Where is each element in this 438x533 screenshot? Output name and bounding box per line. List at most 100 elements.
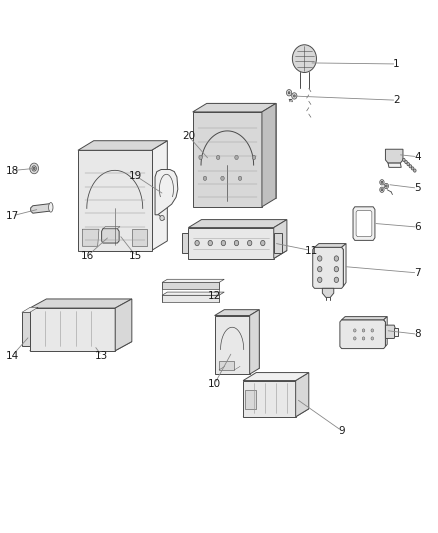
Polygon shape bbox=[162, 279, 224, 282]
Polygon shape bbox=[274, 233, 282, 253]
Polygon shape bbox=[385, 325, 395, 338]
Circle shape bbox=[380, 187, 384, 192]
Ellipse shape bbox=[292, 45, 316, 72]
Polygon shape bbox=[102, 229, 119, 243]
Polygon shape bbox=[353, 207, 375, 240]
Text: 20: 20 bbox=[182, 131, 195, 141]
Text: 16: 16 bbox=[81, 251, 94, 261]
Circle shape bbox=[384, 183, 389, 189]
Text: 13: 13 bbox=[95, 351, 108, 360]
Polygon shape bbox=[188, 251, 287, 259]
Circle shape bbox=[288, 92, 290, 94]
Text: 10: 10 bbox=[208, 379, 221, 389]
Polygon shape bbox=[215, 310, 259, 316]
Polygon shape bbox=[82, 229, 99, 246]
Polygon shape bbox=[342, 244, 346, 286]
Text: 14: 14 bbox=[6, 351, 19, 360]
Circle shape bbox=[293, 95, 295, 97]
Circle shape bbox=[208, 240, 212, 246]
Circle shape bbox=[411, 167, 414, 170]
Circle shape bbox=[334, 256, 339, 261]
Text: 15: 15 bbox=[129, 251, 142, 261]
Text: 1: 1 bbox=[393, 59, 400, 69]
Circle shape bbox=[403, 158, 405, 161]
Circle shape bbox=[238, 176, 242, 181]
Circle shape bbox=[371, 329, 374, 332]
Polygon shape bbox=[274, 220, 287, 259]
Circle shape bbox=[413, 169, 416, 172]
Polygon shape bbox=[188, 220, 287, 228]
Polygon shape bbox=[313, 247, 343, 288]
Polygon shape bbox=[314, 244, 346, 247]
Polygon shape bbox=[243, 381, 296, 417]
Text: 17: 17 bbox=[6, 211, 19, 221]
Text: 2: 2 bbox=[393, 95, 400, 105]
Polygon shape bbox=[162, 295, 219, 302]
Polygon shape bbox=[193, 112, 262, 207]
Polygon shape bbox=[31, 204, 53, 213]
Circle shape bbox=[234, 240, 239, 246]
Polygon shape bbox=[152, 141, 167, 251]
Circle shape bbox=[381, 189, 383, 191]
Circle shape bbox=[286, 90, 292, 96]
Circle shape bbox=[334, 266, 339, 272]
Circle shape bbox=[235, 155, 238, 159]
Circle shape bbox=[261, 240, 265, 246]
Polygon shape bbox=[30, 299, 132, 308]
Circle shape bbox=[362, 329, 365, 332]
Circle shape bbox=[371, 337, 374, 340]
Circle shape bbox=[380, 180, 384, 185]
Circle shape bbox=[30, 163, 39, 174]
Polygon shape bbox=[243, 409, 309, 417]
Circle shape bbox=[292, 93, 297, 99]
Polygon shape bbox=[155, 169, 178, 215]
Circle shape bbox=[318, 277, 322, 282]
Polygon shape bbox=[296, 373, 309, 417]
Text: 8: 8 bbox=[414, 329, 421, 339]
Circle shape bbox=[216, 155, 220, 159]
Polygon shape bbox=[115, 299, 132, 351]
Text: 9: 9 bbox=[338, 426, 345, 435]
Circle shape bbox=[247, 240, 252, 246]
Polygon shape bbox=[103, 227, 120, 229]
Polygon shape bbox=[342, 317, 387, 320]
Polygon shape bbox=[215, 316, 250, 374]
Text: 6: 6 bbox=[414, 222, 421, 232]
Polygon shape bbox=[243, 373, 309, 381]
Circle shape bbox=[353, 337, 356, 340]
Text: 5: 5 bbox=[414, 183, 421, 193]
Polygon shape bbox=[182, 233, 188, 253]
Circle shape bbox=[318, 256, 322, 261]
Polygon shape bbox=[30, 342, 132, 351]
Polygon shape bbox=[219, 361, 234, 370]
Text: 7: 7 bbox=[414, 268, 421, 278]
Circle shape bbox=[334, 277, 339, 282]
Text: 12: 12 bbox=[208, 291, 221, 301]
Circle shape bbox=[203, 176, 207, 181]
Polygon shape bbox=[224, 310, 259, 368]
Circle shape bbox=[385, 185, 387, 187]
Polygon shape bbox=[384, 317, 387, 346]
Text: 18: 18 bbox=[6, 166, 19, 175]
Polygon shape bbox=[340, 320, 385, 349]
Polygon shape bbox=[207, 103, 276, 198]
Circle shape bbox=[409, 165, 412, 168]
Circle shape bbox=[199, 155, 202, 159]
Polygon shape bbox=[394, 328, 398, 336]
Polygon shape bbox=[245, 390, 256, 409]
Polygon shape bbox=[132, 229, 147, 246]
Polygon shape bbox=[322, 288, 334, 297]
Circle shape bbox=[160, 215, 164, 221]
Circle shape bbox=[353, 329, 356, 332]
Text: 19: 19 bbox=[129, 171, 142, 181]
Polygon shape bbox=[22, 312, 30, 346]
Polygon shape bbox=[162, 282, 219, 289]
Circle shape bbox=[381, 181, 383, 183]
Ellipse shape bbox=[49, 203, 53, 212]
Polygon shape bbox=[250, 310, 259, 374]
Polygon shape bbox=[193, 103, 276, 112]
Circle shape bbox=[32, 166, 36, 171]
Polygon shape bbox=[356, 211, 372, 237]
Circle shape bbox=[221, 176, 224, 181]
Polygon shape bbox=[30, 308, 115, 351]
